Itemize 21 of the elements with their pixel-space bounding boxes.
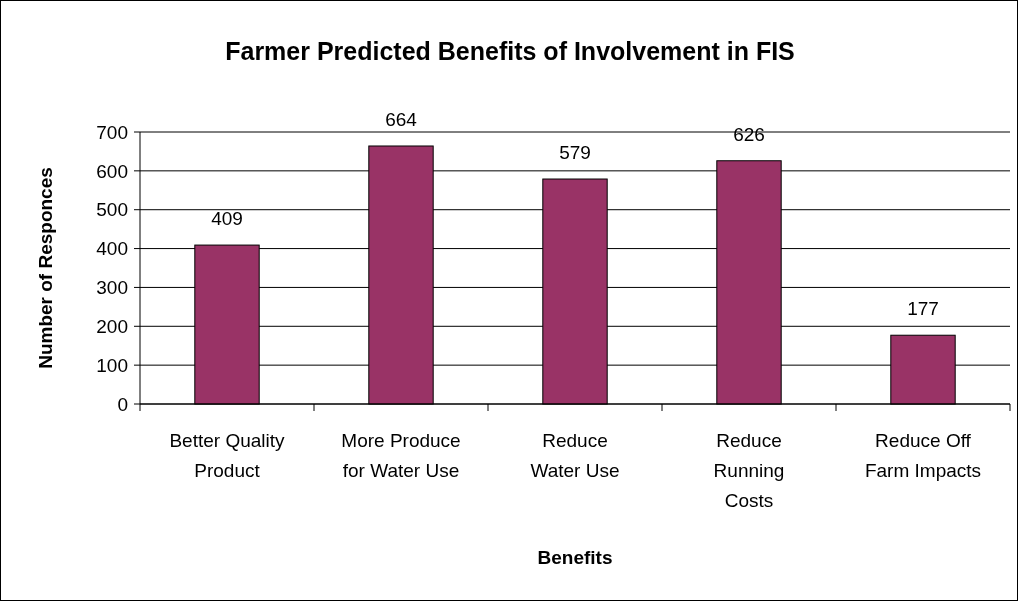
y-tick-label: 600: [96, 160, 128, 182]
x-tick-label: Reduce Running Costs: [713, 430, 785, 511]
y-tick-label: 500: [96, 199, 128, 221]
y-axis-title: Number of Responces: [35, 167, 56, 369]
x-tick-label: More Produce for Water Use: [341, 430, 461, 481]
x-tick-label: Reduce Off Farm Impacts: [864, 430, 982, 481]
data-label: 626: [733, 123, 765, 145]
y-tick-label: 700: [96, 121, 128, 143]
y-tick-label: 0: [117, 393, 128, 415]
y-tick-label: 300: [96, 277, 128, 299]
chart-title: Farmer Predicted Benefits of Involvement in FIS: [225, 37, 795, 65]
x-tick-label: Reduce Water Use: [530, 430, 620, 481]
y-tick-label: 200: [96, 315, 128, 337]
data-label: 409: [211, 208, 243, 230]
x-axis-title: Benefits: [537, 547, 613, 568]
y-tick-label: 400: [96, 238, 128, 260]
y-tick-label: 100: [96, 354, 128, 376]
data-label: 579: [559, 142, 591, 164]
x-tick-label: Better Quality Product: [169, 430, 286, 481]
data-label: 177: [907, 298, 939, 320]
data-label: 664: [385, 108, 418, 130]
